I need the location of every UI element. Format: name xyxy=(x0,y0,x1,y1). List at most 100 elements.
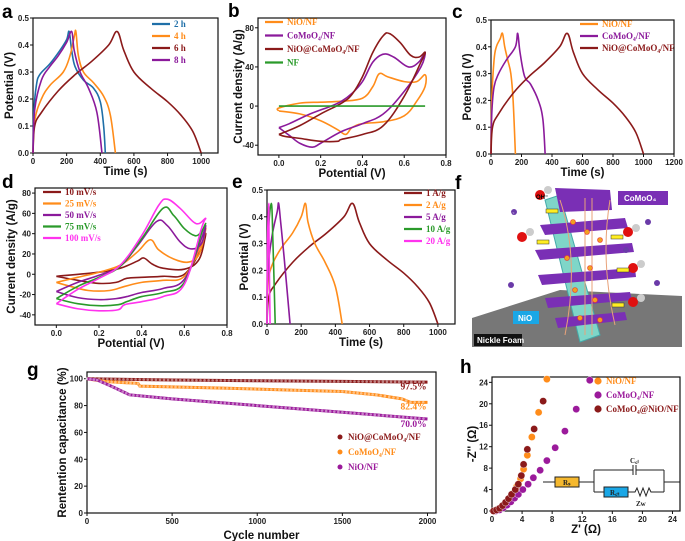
data-point xyxy=(373,413,377,417)
legend-label: 1 A/g xyxy=(426,188,446,198)
data-point xyxy=(328,410,332,413)
data-point xyxy=(231,379,235,382)
chart-panel-e: 0 200 400 600 800 1000 0.0 0.1 0.2 0.3 0.4 0.5 Time … xyxy=(239,186,456,349)
legend-label: CoMoO₄/NF xyxy=(602,31,651,41)
data-point xyxy=(524,480,532,489)
data-point xyxy=(117,380,121,384)
series-line xyxy=(490,32,645,155)
y-tick-label: 80 xyxy=(245,24,254,33)
y-tick-label: 0.5 xyxy=(476,16,488,25)
data-point xyxy=(264,379,267,383)
y-tick-label: 0.4 xyxy=(18,41,30,50)
data-point xyxy=(280,379,283,383)
y-tick-label: 24 xyxy=(479,378,488,387)
x-tick-label: 800 xyxy=(606,158,620,167)
y-tick-label: 0.3 xyxy=(476,70,488,79)
x-tick-label: 0.4 xyxy=(357,159,369,168)
series-line xyxy=(86,377,428,384)
data-point xyxy=(422,417,425,420)
data-point xyxy=(353,380,356,383)
data-point xyxy=(329,389,332,393)
data-point xyxy=(187,378,190,382)
data-point xyxy=(251,403,255,407)
x-tick-label: 1000 xyxy=(192,157,210,166)
data-point xyxy=(421,401,425,404)
data-point xyxy=(207,379,210,382)
data-point xyxy=(519,485,527,494)
data-point xyxy=(320,379,324,383)
data-point xyxy=(301,389,305,392)
plot-frame xyxy=(86,371,437,514)
data-point xyxy=(361,380,364,383)
data-point xyxy=(367,392,371,396)
y-tick-label: 40 xyxy=(74,455,83,464)
series-line xyxy=(86,377,428,404)
data-point xyxy=(381,414,385,417)
series-line xyxy=(266,202,343,325)
data-point xyxy=(105,377,109,381)
data-point xyxy=(337,410,340,414)
data-point xyxy=(316,379,320,383)
data-point xyxy=(369,380,373,383)
nio-label: NiO xyxy=(518,314,532,323)
data-point xyxy=(142,384,146,388)
series-4 xyxy=(55,198,207,312)
data-point xyxy=(377,413,381,417)
x-tick-label: 200 xyxy=(60,157,74,166)
data-point xyxy=(293,388,297,392)
data-point xyxy=(389,380,393,384)
data-point xyxy=(99,380,103,384)
data-point xyxy=(132,381,136,385)
series-1 xyxy=(266,202,343,325)
data-point xyxy=(345,411,348,414)
y-tick-label: 60 xyxy=(74,428,83,437)
data-point xyxy=(166,385,169,389)
data-point xyxy=(375,393,378,397)
series-4 xyxy=(266,202,271,325)
series-line xyxy=(56,232,207,285)
series-line xyxy=(490,32,517,155)
series-0 xyxy=(266,202,439,325)
series-2 xyxy=(489,397,547,515)
legend-label: CoMoO₄/NF xyxy=(606,390,655,400)
legend-label: CoMoO₄/NF xyxy=(287,31,336,41)
x-tick-label: 0.4 xyxy=(136,329,148,338)
legend-label: NF xyxy=(287,58,299,68)
x-tick-label: 0.2 xyxy=(93,329,105,338)
series-1 xyxy=(278,51,426,148)
data-point xyxy=(325,389,328,393)
electron-dots xyxy=(564,219,603,323)
data-point xyxy=(182,378,186,382)
yellow-arrows xyxy=(536,208,630,308)
y-tick-label: 0.2 xyxy=(18,95,30,104)
data-point xyxy=(357,412,360,415)
data-point xyxy=(199,378,202,382)
series-2 xyxy=(56,219,207,301)
data-point xyxy=(174,385,177,389)
data-point xyxy=(92,378,96,381)
data-point xyxy=(543,375,551,383)
legend-label: NiO@CoMoO₄/NF xyxy=(348,432,421,442)
data-point xyxy=(247,403,251,407)
data-point xyxy=(241,387,245,391)
data-point xyxy=(223,401,227,405)
data-point xyxy=(136,382,140,385)
y-axis-label: Potential (V) xyxy=(239,223,251,290)
data-point xyxy=(337,390,340,393)
data-point xyxy=(297,389,301,392)
chart-panel-g: 0 500 1000 1500 2000 0 20 40 60 80 100 Cycle number… xyxy=(57,367,437,541)
data-point xyxy=(272,405,275,409)
data-point xyxy=(225,386,229,390)
data-point xyxy=(217,386,221,390)
data-point xyxy=(231,402,235,405)
data-point xyxy=(385,414,389,418)
data-point xyxy=(284,379,287,383)
data-point xyxy=(344,390,348,394)
panel-letter-b: b xyxy=(228,1,240,22)
data-point xyxy=(373,380,377,383)
rct-label: R꜀ₜ xyxy=(610,489,620,497)
data-point xyxy=(277,388,281,392)
x-tick-label: 0 xyxy=(85,517,90,526)
y-tick-label: 0 xyxy=(250,102,255,111)
data-point xyxy=(182,385,185,389)
